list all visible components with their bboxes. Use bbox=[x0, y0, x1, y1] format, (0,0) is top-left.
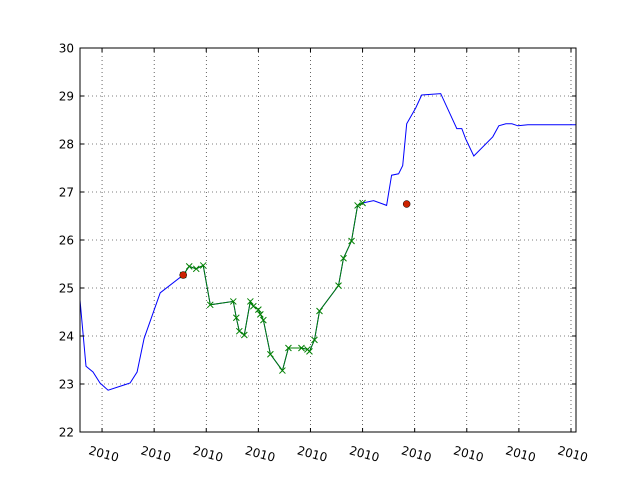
x-marker bbox=[257, 311, 264, 318]
x-marker bbox=[298, 344, 305, 352]
y-tick-label: 30 bbox=[59, 42, 74, 56]
y-tick-label: 28 bbox=[59, 138, 74, 152]
x-marker bbox=[235, 327, 243, 335]
circle-marker bbox=[402, 200, 411, 208]
y-tick-label: 26 bbox=[59, 234, 74, 248]
y-tick-label: 27 bbox=[59, 186, 74, 200]
plot-area bbox=[79, 93, 576, 391]
x-marker bbox=[348, 237, 355, 245]
x-marker bbox=[260, 316, 267, 324]
y-tick-label: 24 bbox=[59, 330, 74, 344]
x-marker bbox=[354, 202, 361, 209]
x-marker bbox=[359, 199, 366, 207]
x-marker bbox=[232, 314, 240, 322]
x-marker bbox=[267, 350, 274, 358]
x-marker bbox=[316, 307, 323, 315]
x-marker bbox=[306, 348, 313, 355]
x-marker bbox=[199, 262, 207, 269]
circle-marker bbox=[179, 271, 187, 279]
x-marker bbox=[229, 298, 237, 305]
x-marker bbox=[185, 263, 193, 270]
y-tick-label: 29 bbox=[59, 90, 74, 104]
y-tick-label: 22 bbox=[59, 426, 74, 440]
x-marker bbox=[206, 301, 214, 309]
x-marker bbox=[340, 254, 347, 262]
x-marker bbox=[240, 331, 248, 339]
x-marker bbox=[192, 265, 200, 273]
grid-lines bbox=[80, 48, 576, 432]
x-marker bbox=[246, 298, 254, 305]
y-tick-label: 25 bbox=[59, 282, 74, 296]
x-marker bbox=[279, 367, 286, 374]
x-marker bbox=[311, 336, 318, 344]
x-marker bbox=[285, 344, 292, 352]
x-marker bbox=[335, 282, 342, 289]
x-marker bbox=[255, 306, 262, 313]
x-marker bbox=[249, 302, 257, 310]
y-tick-label: 23 bbox=[59, 378, 74, 392]
